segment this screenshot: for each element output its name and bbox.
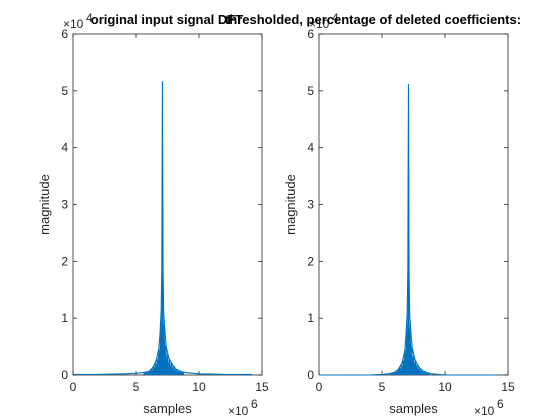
panel-2-y-tick-label: 0 — [307, 368, 314, 382]
panel-2-x-exponent-power: 6 — [497, 397, 504, 411]
panel-1-y-exponent: ×10 — [63, 17, 84, 31]
panel-2-series-spectrum-1 — [389, 85, 430, 375]
panel-1-series-spectrum-1 — [143, 82, 184, 375]
panel-2-y-tick-label: 6 — [307, 27, 314, 41]
panel-1-y-tick-label: 6 — [61, 27, 68, 41]
panel-1-y-tick-label: 2 — [61, 254, 68, 268]
panel-2-x-tick-label: 0 — [316, 380, 323, 394]
panel-2-y-exponent-power: 4 — [332, 11, 339, 25]
panel-2-y-tick-label: 5 — [307, 84, 314, 98]
panel-2-axes-box — [318, 33, 509, 376]
panel-2-x-tick-label: 10 — [438, 380, 452, 394]
panel-1-y-tick-label: 3 — [61, 198, 68, 212]
panel-2-y-tick-label: 1 — [307, 311, 314, 325]
panel-1-x-tick-label: 0 — [70, 380, 77, 394]
panel-1-y-tick-label: 1 — [61, 311, 68, 325]
panel-1-x-exponent-power: 6 — [251, 397, 258, 411]
panel-2-y-tick-label: 3 — [307, 198, 314, 212]
panel-1-axes-box — [72, 33, 263, 376]
panel-2-y-tick-label: 4 — [307, 141, 314, 155]
panel-2-y-axis-label: magnitude — [283, 174, 298, 235]
panel-1-y-tick-label: 4 — [61, 141, 68, 155]
panel-2-x-axis-label: samples — [389, 401, 438, 416]
panel-1-y-tick-label: 5 — [61, 84, 68, 98]
panel-2-series-line-1 — [319, 84, 498, 376]
panel-2-y-tick-label: 2 — [307, 254, 314, 268]
panel-1-x-tick-label: 10 — [192, 380, 206, 394]
panel-1-x-tick-label: 15 — [255, 380, 269, 394]
panel-2-x-exponent: ×10 — [474, 404, 495, 418]
panel-1-x-tick-label: 5 — [133, 380, 140, 394]
panel-1-y-tick-label: 0 — [61, 368, 68, 382]
panel-1-y-exponent-power: 4 — [86, 11, 93, 25]
panel-2-title: thresholded, percentage of deleted coeff… — [225, 12, 521, 27]
panel-2-y-exponent: ×10 — [309, 17, 330, 31]
panel-1-series-line-1 — [73, 81, 252, 375]
panel-1-title: original input signal DFT — [91, 12, 243, 27]
panel-2-x-tick-label: 15 — [501, 380, 515, 394]
panel-1-y-axis-label: magnitude — [37, 174, 52, 235]
panel-1-x-exponent: ×10 — [228, 404, 249, 418]
panel-1-x-axis-label: samples — [143, 401, 192, 416]
panel-2-x-tick-label: 5 — [379, 380, 386, 394]
